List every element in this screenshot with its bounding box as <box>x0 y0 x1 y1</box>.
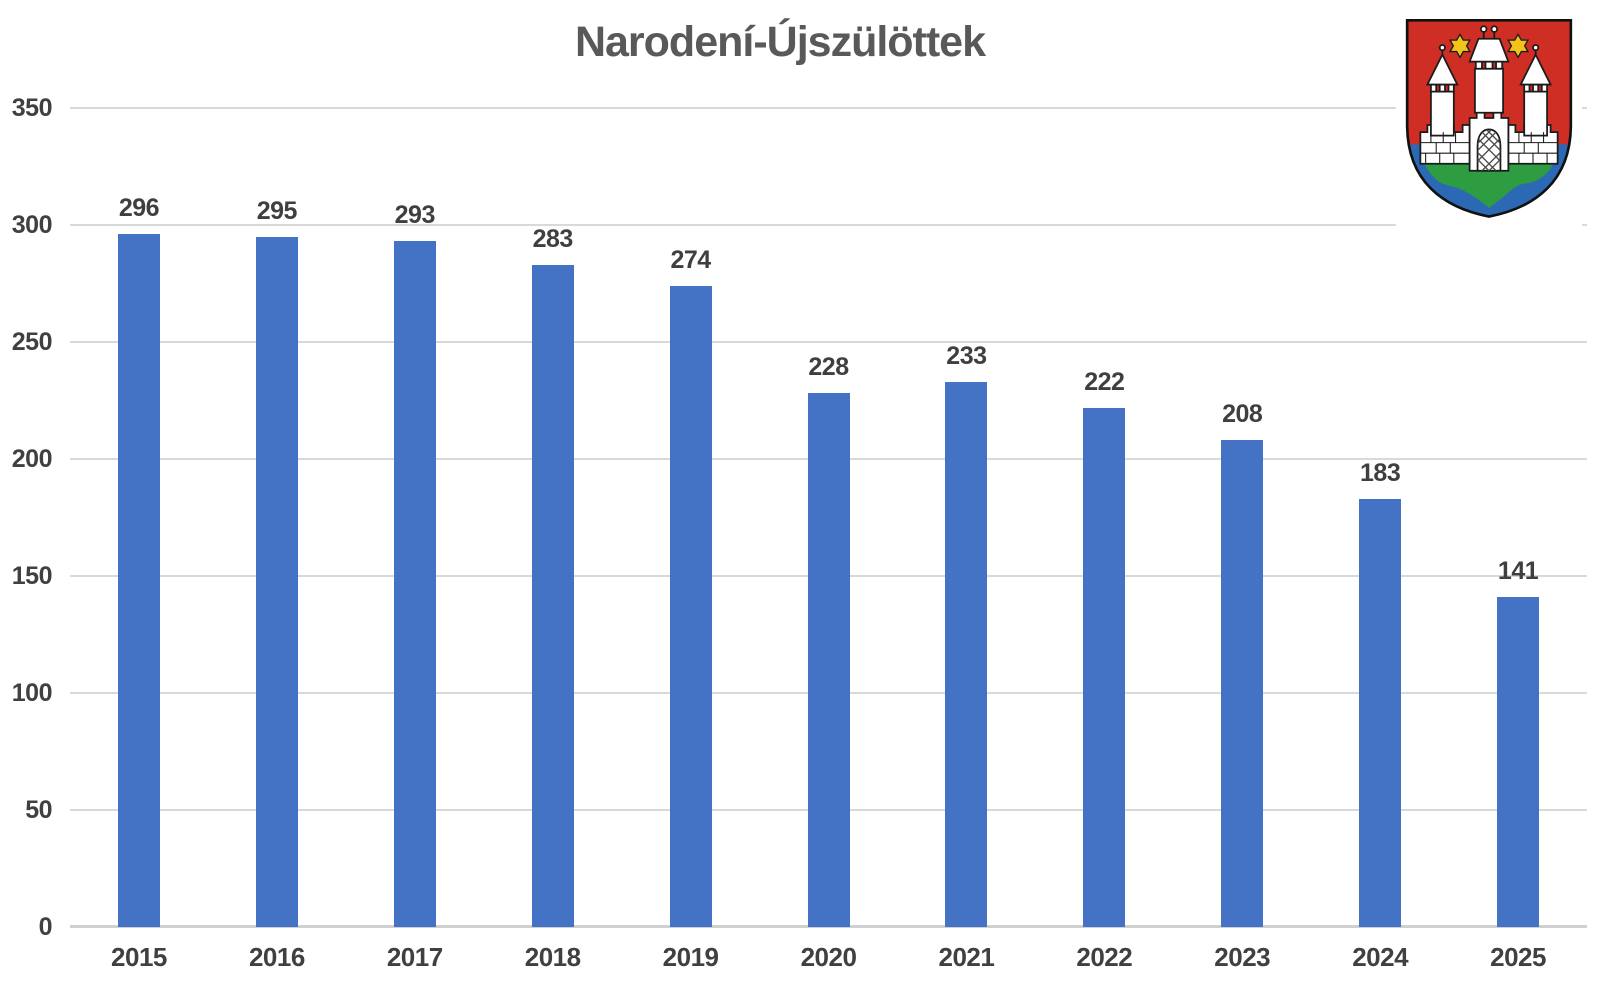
bar-2019 <box>669 286 712 927</box>
bar-value-label-2016: 295 <box>256 197 298 225</box>
bar-2024 <box>1359 499 1402 927</box>
x-tick-label-2024: 2024 <box>1352 942 1409 972</box>
city-coat-of-arms-icon <box>1405 19 1573 218</box>
y-tick-label-0: 0 <box>38 913 53 941</box>
bar-value-label-2022: 222 <box>1084 368 1125 396</box>
bar-2020 <box>807 393 850 927</box>
bar-2022 <box>1083 408 1126 927</box>
bar-2016 <box>255 237 298 927</box>
gridline-350 <box>70 107 1587 109</box>
bar-2023 <box>1221 440 1264 927</box>
x-tick-label-2019: 2019 <box>662 942 719 972</box>
bar-2018 <box>531 265 574 927</box>
x-tick-label-2023: 2023 <box>1214 942 1271 972</box>
x-tick-label-2016: 2016 <box>248 942 305 972</box>
bar-value-label-2023: 208 <box>1222 400 1263 428</box>
gridline-250 <box>70 341 1587 343</box>
bar-value-label-2020: 228 <box>808 353 849 381</box>
bar-2017 <box>393 241 436 927</box>
plot-area: 296 295 293 283 274 228 233 222 208 183 141 <box>70 107 1587 928</box>
x-tick-label-2017: 2017 <box>386 942 443 972</box>
x-tick-label-2015: 2015 <box>111 942 167 972</box>
bar-2025 <box>1497 597 1540 927</box>
y-tick-label-150: 150 <box>11 562 53 590</box>
gridline-300 <box>70 224 1587 226</box>
y-tick-label-350: 350 <box>11 94 53 122</box>
x-tick-label-2020: 2020 <box>800 942 857 972</box>
bar-2015 <box>117 234 160 927</box>
bar-value-label-2024: 183 <box>1360 459 1401 487</box>
bar-2021 <box>945 382 988 927</box>
x-tick-label-2021: 2021 <box>938 942 995 972</box>
bar-value-label-2025: 141 <box>1497 557 1539 585</box>
bar-value-label-2019: 274 <box>670 246 711 274</box>
y-tick-label-50: 50 <box>25 796 52 824</box>
y-tick-label-250: 250 <box>11 328 53 356</box>
y-tick-label-200: 200 <box>11 445 53 473</box>
x-tick-label-2018: 2018 <box>524 942 581 972</box>
y-tick-label-100: 100 <box>11 679 53 707</box>
x-tick-label-2022: 2022 <box>1076 942 1133 972</box>
bar-value-label-2018: 283 <box>532 225 574 253</box>
y-tick-label-300: 300 <box>11 211 53 239</box>
x-tick-label-2025: 2025 <box>1490 942 1546 972</box>
chart-title: Narodení-Újszülöttek <box>574 18 986 66</box>
coat-of-arms <box>1396 5 1582 231</box>
bar-value-label-2017: 293 <box>394 201 436 229</box>
bar-value-label-2015: 296 <box>118 194 160 222</box>
bar-value-label-2021: 233 <box>946 342 987 370</box>
